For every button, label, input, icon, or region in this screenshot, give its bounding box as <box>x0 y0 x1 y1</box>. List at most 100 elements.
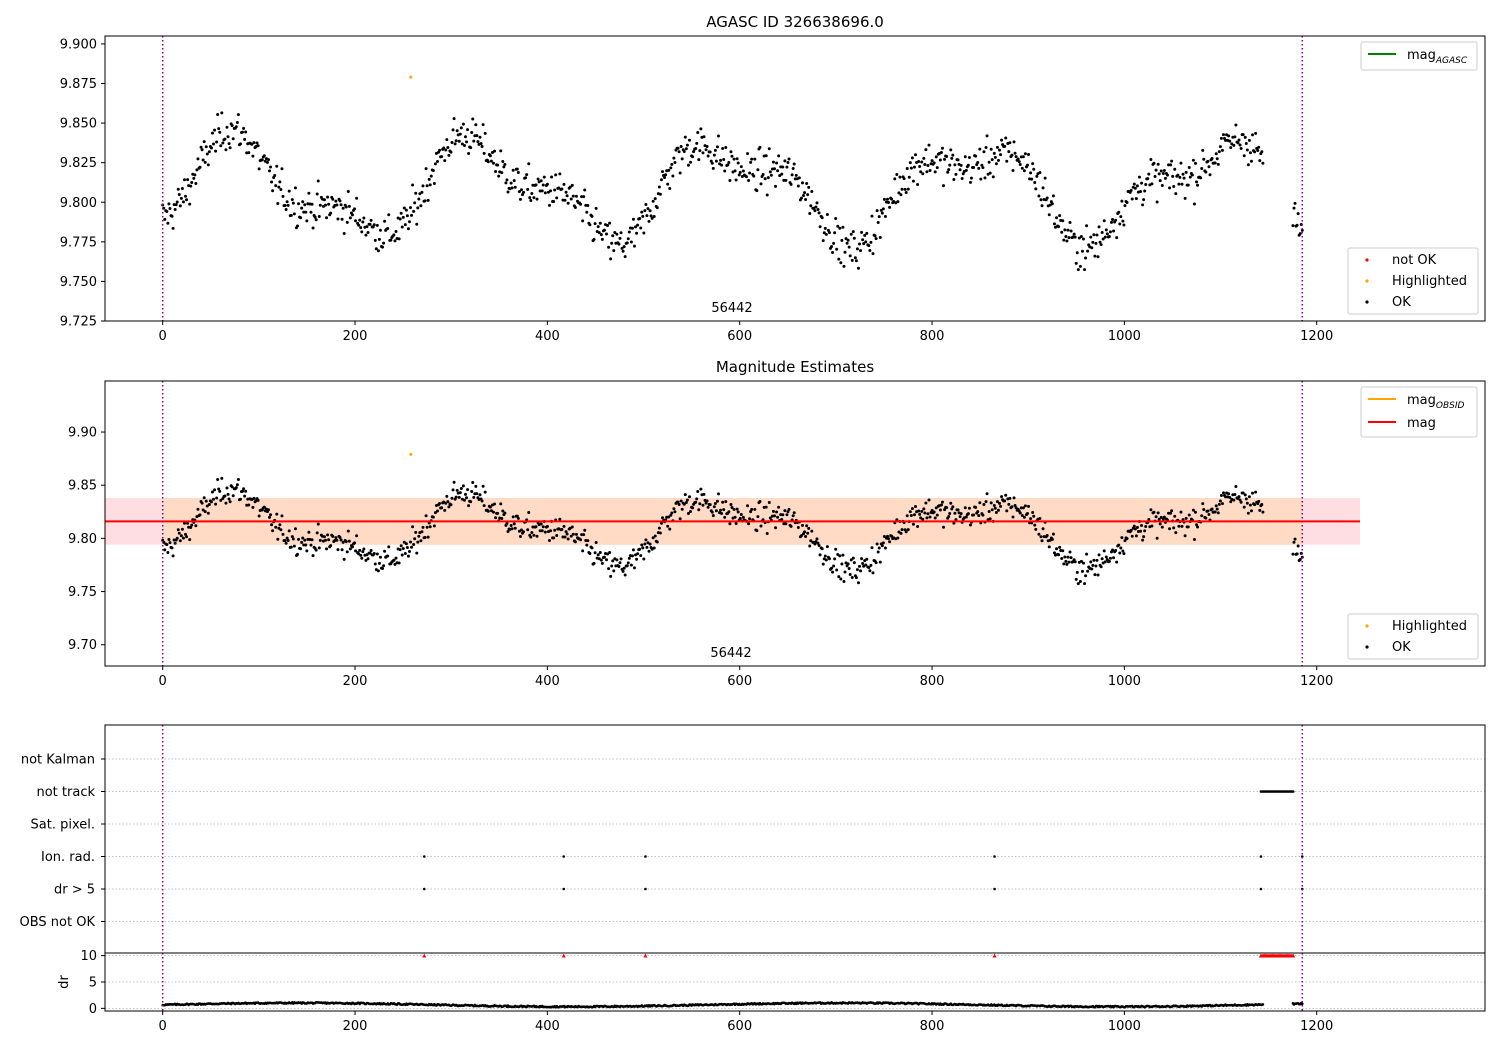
panel1-ok-point-1061 <box>1261 161 1265 165</box>
panel2-ok-point-678 <box>864 563 868 567</box>
panel2-ok-point-538 <box>719 508 723 512</box>
panel1-ok-point-969 <box>1165 173 1169 177</box>
panel2-ok-point-281 <box>452 480 456 484</box>
panel1-ok-point-711 <box>898 175 902 179</box>
panel2-ok-point-909 <box>1103 560 1107 564</box>
panel1-ok-point-870 <box>1063 228 1067 232</box>
panel2-ok-point-67 <box>230 485 234 489</box>
panel1-ok-point-433 <box>610 241 614 245</box>
panel1-ok-point-734 <box>922 156 926 160</box>
panel1-ok-point-339 <box>512 179 516 183</box>
panel1-ok-point-224 <box>393 239 397 243</box>
panel2-ok-point-201 <box>369 549 373 553</box>
panel3-category-label-0: not Kalman <box>21 753 95 768</box>
panel1-ok-point-991 <box>1188 175 1192 179</box>
panel1-ok-point-964 <box>1160 183 1164 187</box>
panel2-ok-point-233 <box>402 540 406 544</box>
panel1-ok-point-784 <box>974 154 978 158</box>
panel2-ok-point-497 <box>676 500 680 504</box>
panel1-ok-point-868 <box>1061 219 1065 223</box>
panel1-ok-point-658 <box>843 250 847 254</box>
panel2-ok-point-649 <box>834 547 838 551</box>
panel1-ok-point-75 <box>238 142 242 146</box>
panel2-ok-point-639 <box>823 554 827 558</box>
panel1-y-tick-label-0: 9.725 <box>60 315 97 330</box>
panel2-ok-point-275 <box>446 500 450 504</box>
panel1-ok-point-345 <box>518 197 522 201</box>
panel1-ok-point-394 <box>569 197 573 201</box>
panel1-ok-point-365 <box>539 179 543 183</box>
panel1-ok-point-44 <box>206 163 210 167</box>
panel1-ok-point-262 <box>432 182 436 186</box>
panel2-ok-point-682 <box>868 569 872 573</box>
panel2-ok-point-589 <box>771 509 775 513</box>
panel1-ok-point-706 <box>893 177 897 181</box>
panel1-ok-point-210 <box>378 228 382 232</box>
panel2-ok-point-807 <box>998 501 1001 505</box>
panel2-ok-point-823 <box>1014 506 1018 510</box>
panel1-ok-point-872 <box>1065 239 1069 243</box>
panel1-ok-point-428 <box>605 232 608 236</box>
panel2-ok-point-39 <box>201 508 205 512</box>
panel1-ok-point-998 <box>1196 183 1200 187</box>
panel1-ok-point-185 <box>353 207 357 211</box>
panel2-ok-point-144 <box>310 538 314 542</box>
panel2-ok-point-722 <box>909 513 913 517</box>
panel1-ok-point-134 <box>300 206 304 210</box>
panel1-ok-point-497 <box>676 146 680 150</box>
panel1-ok-point-327 <box>500 171 504 175</box>
panel1-ok-point-688 <box>874 237 878 241</box>
panel2-ok-point-645 <box>830 566 834 570</box>
panel2-ok-point-156 <box>322 535 326 539</box>
panel1-ok-point-956 <box>1152 161 1156 165</box>
panel1-ok-point-73 <box>236 113 240 117</box>
panel2-ok-point-648 <box>833 557 837 561</box>
panel1-ok-point-990 <box>1187 165 1191 169</box>
panel1-y-tick-label-4: 9.825 <box>60 156 97 171</box>
panel2-ok-point-286 <box>457 495 461 499</box>
panel1-ok-point-819 <box>1010 153 1014 157</box>
panel2-ok-point-119 <box>284 541 288 545</box>
panel2-ok-point-235 <box>404 542 408 546</box>
panel2-ok-point-435 <box>612 569 616 573</box>
panel2-ok-point-345 <box>518 534 522 538</box>
panel1-ok-point-431 <box>608 221 612 225</box>
panel1-ok-point-416 <box>592 237 596 241</box>
panel1-ok-point-208 <box>376 249 380 253</box>
panel2-ok-point-862 <box>1055 547 1059 551</box>
panel1-ok-point-1049 <box>1248 151 1252 155</box>
panel1-ok-point-726 <box>914 153 918 157</box>
panel2-ok-point-598 <box>781 513 785 517</box>
panel2-ok-point-692 <box>878 560 882 564</box>
panel1-ok-point-180 <box>347 204 351 208</box>
panel1-ok-point-288 <box>459 126 463 130</box>
panel1-ok-point-573 <box>755 189 759 193</box>
panel1-ok-point-300 <box>472 139 476 143</box>
panel2-ok-point-675 <box>861 562 865 566</box>
panel1-ok-point-24 <box>186 178 190 182</box>
panel1-ok-point-981 <box>1178 175 1182 179</box>
panel1-ok-point-549 <box>730 154 734 158</box>
panel1-ok-point-751 <box>939 151 943 155</box>
panel2-ok-point-719 <box>906 528 910 532</box>
panel2-ok-point-93 <box>257 514 261 518</box>
panel2-ok-point-284 <box>455 488 459 492</box>
panel2-ok-point-650 <box>835 568 839 572</box>
panel2-ok-point-442 <box>619 557 623 561</box>
panel1-ok-point-655 <box>840 238 844 242</box>
panel2-ok-point-279 <box>450 496 454 500</box>
panel1-ok-point-899 <box>1093 254 1097 258</box>
panel1-ok-point-1020 <box>1218 145 1222 149</box>
panel2-ok-point-340 <box>513 526 517 530</box>
panel1-x-tick-label-0: 0 <box>159 329 167 344</box>
panel2-ok-point-1042 <box>1241 491 1245 495</box>
panel2-ok-point-995 <box>1192 538 1196 542</box>
legend-label-highlighted-2: Highlighted <box>1392 619 1467 634</box>
panel1-ok-point-586 <box>768 170 772 174</box>
panel1-ok-point-7 <box>168 207 172 211</box>
panel1-ok-point-514 <box>694 147 698 151</box>
panel1-ok-point-80 <box>244 130 248 134</box>
panel2-ok-point-963 <box>1159 515 1163 519</box>
panel2-ok-point-422 <box>598 551 602 554</box>
panel1-ok-point-722 <box>909 166 913 170</box>
